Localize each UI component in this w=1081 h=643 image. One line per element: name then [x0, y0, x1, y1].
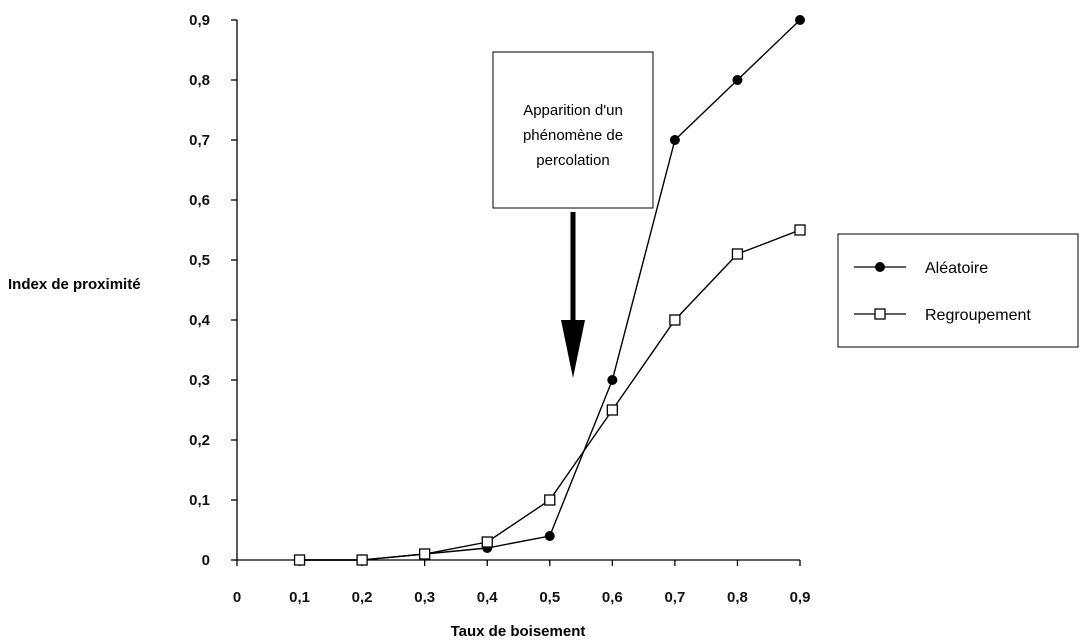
y-tick-label: 0,9 — [189, 12, 210, 29]
annotation-line-3: percolation — [536, 152, 609, 169]
legend-marker-regroupement — [874, 308, 886, 320]
data-point-regroupement — [606, 404, 618, 416]
y-axis-title: Index de proximité — [8, 276, 141, 293]
legend-box — [837, 233, 1079, 348]
data-point-aleatoire — [795, 15, 805, 25]
y-tick-label: 0,1 — [189, 492, 210, 509]
x-tick-label: 0,1 — [289, 589, 310, 606]
data-point-regroupement — [794, 224, 806, 236]
legend-item-regroupement: Regroupement — [854, 307, 1031, 324]
data-point-regroupement — [731, 248, 744, 260]
legend-label-aleatoire: Aléatoire — [925, 260, 988, 277]
data-point-regroupement — [293, 554, 306, 566]
data-point-regroupement — [481, 536, 493, 548]
y-tick-label: 0 — [202, 552, 210, 569]
series-layer — [293, 15, 806, 566]
x-tick-label: 0,8 — [727, 589, 748, 606]
y-tick-label: 0,8 — [189, 72, 210, 89]
y-tick-label: 0,3 — [189, 372, 210, 389]
data-point-regroupement — [669, 314, 681, 326]
x-ticks: 0 0,1 0,2 0,3 0,4 0,5 0,6 0,7 0,8 0,9 — [233, 560, 811, 606]
x-tick-label: 0,3 — [414, 589, 435, 606]
x-tick-label: 0 — [233, 589, 241, 606]
annotation: Apparition d'un phénomène de percolation — [492, 51, 654, 378]
legend-label-regroupement: Regroupement — [925, 307, 1031, 324]
legend: Aléatoire Regroupement — [837, 233, 1079, 348]
data-point-regroupement — [419, 548, 431, 560]
annotation-line-1: Apparition d'un — [523, 102, 623, 119]
annotation-line-2: phénomène de — [523, 127, 623, 144]
x-tick-label: 0,4 — [477, 589, 499, 606]
legend-item-aleatoire: Aléatoire — [854, 260, 988, 277]
y-ticks: 0 0,1 0,2 0,3 0,4 0,5 0,6 0,7 0,8 0,9 — [189, 12, 237, 569]
x-axis-title: Taux de boisement — [451, 623, 586, 640]
series-line-regroupement — [299, 229, 801, 561]
annotation-arrow-head — [561, 320, 585, 378]
x-tick-label: 0,9 — [790, 589, 811, 606]
plot-area: 00,10,20,30,40,50,60,70,80,9 0 0,1 0,2 0,3 0… — [189, 12, 810, 606]
y-tick-label: 0,5 — [189, 252, 210, 269]
data-point-regroupement — [356, 554, 368, 566]
data-point-aleatoire — [544, 531, 555, 541]
x-tick-label: 0,2 — [352, 589, 373, 606]
y-tick-label: 0,7 — [189, 132, 210, 149]
y-tick-label: 0,6 — [189, 192, 210, 209]
y-tick-label: 0,4 — [189, 312, 211, 329]
x-tick-label: 0,5 — [539, 589, 560, 606]
data-point-aleatoire — [669, 135, 680, 145]
x-tick-label: 0,6 — [602, 589, 623, 606]
data-point-aleatoire — [732, 75, 743, 85]
legend-marker-aleatoire — [875, 262, 885, 272]
y-tick-label: 0,2 — [189, 432, 210, 449]
data-point-aleatoire — [607, 375, 618, 385]
data-point-regroupement — [544, 494, 556, 506]
annotation-box — [492, 51, 654, 209]
x-tick-label: 0,7 — [664, 589, 685, 606]
